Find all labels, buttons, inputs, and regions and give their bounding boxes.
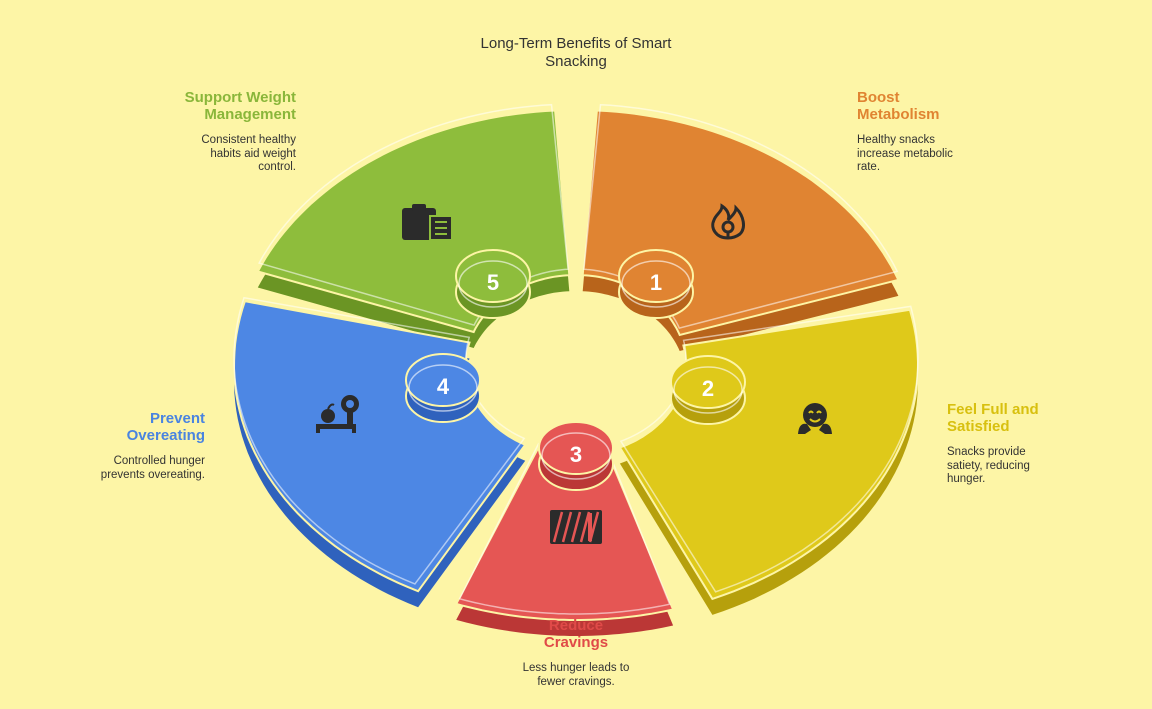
heading-prevent-overeating: Prevent Overeating: [126, 410, 205, 444]
desc-support-weight: Consistent healthy habits aid weight con…: [201, 134, 296, 173]
label-segment-1: Boost Metabolism Healthy snacks increase…: [857, 89, 1097, 175]
segment-number-2: 2: [702, 376, 714, 401]
label-segment-3: Reduce Cravings Less hunger leads to few…: [456, 617, 696, 689]
label-segment-5: Support Weight Management Consistent hea…: [56, 89, 296, 175]
number-bubble-3: 3: [538, 421, 614, 491]
segment-number-5: 5: [487, 270, 499, 295]
desc-prevent-overeating: Controlled hunger prevents overeating.: [100, 455, 205, 481]
segment-number-3: 3: [570, 442, 582, 467]
number-bubble-1: 1: [618, 249, 694, 319]
heading-feel-full: Feel Full and Satisfied: [947, 401, 1039, 435]
segment-2: [618, 308, 920, 601]
number-bubble-5: 5: [455, 249, 531, 319]
desc-reduce-cravings: Less hunger leads to fewer cravings.: [522, 662, 630, 688]
cravings-bars-icon: [550, 510, 602, 544]
segment-4-rim: [233, 296, 526, 585]
number-bubble-2: 2: [670, 355, 746, 425]
heading-support-weight: Support Weight Management: [184, 89, 296, 123]
satisfied-face-icon: [798, 403, 832, 434]
heading-boost-metabolism: Boost Metabolism: [857, 89, 940, 123]
number-bubble-4: 4: [405, 353, 481, 423]
segment-4: [232, 300, 527, 593]
scale-apple-icon: [316, 395, 359, 433]
segment-number-4: 4: [437, 374, 450, 399]
label-segment-2: Feel Full and Satisfied Snacks provide s…: [947, 401, 1152, 487]
desc-feel-full: Snacks provide satiety, reducing hunger.: [947, 446, 1030, 485]
metabolism-flame-icon: [711, 203, 745, 240]
heading-reduce-cravings: Reduce Cravings: [543, 617, 609, 651]
label-segment-4: Prevent Overeating Controlled hunger pre…: [0, 410, 205, 482]
clipboard-icon: [402, 204, 453, 241]
desc-boost-metabolism: Healthy snacks increase metabolic rate.: [857, 134, 953, 173]
diagram-title: Long-Term Benefits of Smart Snacking: [480, 35, 672, 70]
segment-number-1: 1: [650, 270, 662, 295]
